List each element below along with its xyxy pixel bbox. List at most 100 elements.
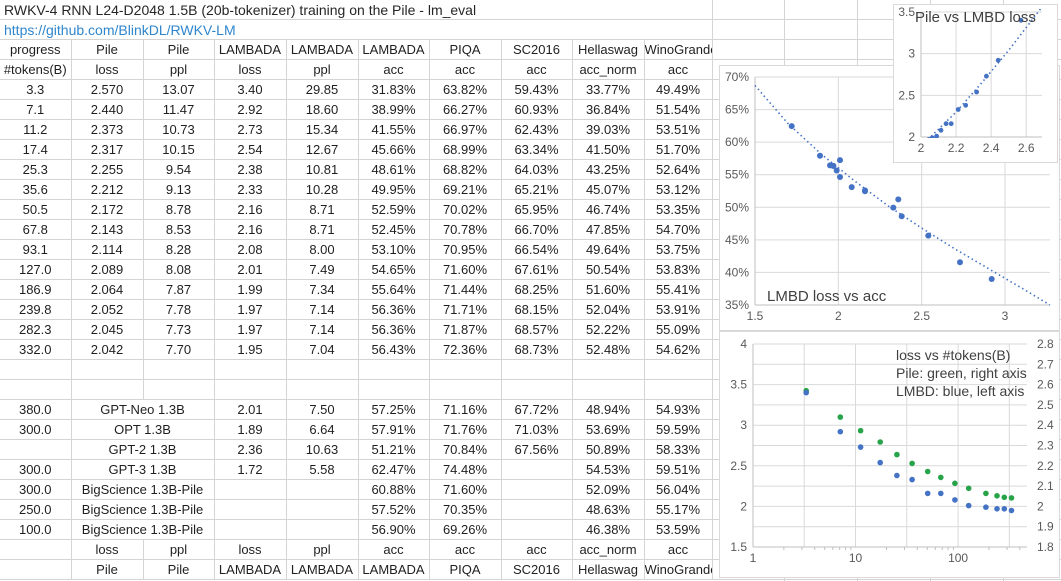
cell[interactable]: 8.78 — [143, 199, 215, 220]
cell[interactable]: 58.33% — [644, 439, 713, 460]
cell[interactable]: 8.28 — [143, 239, 215, 260]
cell[interactable]: acc — [429, 59, 502, 80]
cell[interactable]: 54.53% — [572, 459, 645, 480]
cell[interactable]: PIQA — [429, 559, 502, 580]
cell[interactable]: 70.78% — [429, 219, 502, 240]
cell[interactable]: LAMBADA — [214, 559, 287, 580]
cell[interactable]: acc — [358, 539, 430, 560]
cell[interactable]: OPT 1.3B — [71, 419, 215, 440]
cell[interactable]: 9.13 — [143, 179, 215, 200]
cell[interactable]: 51.70% — [644, 139, 713, 160]
cell[interactable]: 53.10% — [358, 239, 430, 260]
chart-pile-vs-lmbd-loss[interactable]: 2 2.2 2.4 2.6 2 2.5 3 3.5 Pile vs LMBD loss — [893, 4, 1058, 163]
cell[interactable]: 2.33 — [214, 179, 287, 200]
cell[interactable]: 56.04% — [644, 479, 713, 500]
cell[interactable]: acc_norm — [572, 59, 645, 80]
cell[interactable]: 51.54% — [644, 99, 713, 120]
cell[interactable] — [501, 459, 573, 480]
cell[interactable]: 2.317 — [71, 139, 144, 160]
cell[interactable]: 332.0 — [0, 339, 72, 360]
cell[interactable]: 68.73% — [501, 339, 573, 360]
cell[interactable]: 7.78 — [143, 299, 215, 320]
cell[interactable] — [214, 479, 287, 500]
cell[interactable]: 7.49 — [286, 259, 359, 280]
cell[interactable]: 67.8 — [0, 219, 72, 240]
cell[interactable]: 43.25% — [572, 159, 645, 180]
cell[interactable]: 48.94% — [572, 399, 645, 420]
cell[interactable]: GPT-3 1.3B — [71, 459, 215, 480]
cell[interactable]: 48.61% — [358, 159, 430, 180]
cell[interactable]: 29.85 — [286, 79, 359, 100]
cell[interactable] — [0, 439, 72, 460]
cell[interactable] — [286, 519, 359, 540]
cell[interactable]: 2.172 — [71, 199, 144, 220]
cell[interactable]: 10.28 — [286, 179, 359, 200]
cell[interactable]: 8.71 — [286, 199, 359, 220]
cell[interactable]: 60.88% — [358, 479, 430, 500]
cell[interactable]: 57.91% — [358, 419, 430, 440]
cell[interactable]: 71.87% — [429, 319, 502, 340]
cell[interactable]: 69.26% — [429, 519, 502, 540]
cell[interactable]: 54.70% — [644, 219, 713, 240]
cell[interactable]: 52.22% — [572, 319, 645, 340]
github-link[interactable]: https://github.com/BlinkDL/RWKV-LM — [4, 21, 236, 38]
cell[interactable]: 53.69% — [572, 419, 645, 440]
cell[interactable] — [501, 379, 573, 400]
cell[interactable] — [501, 519, 573, 540]
cell[interactable]: 65.95% — [501, 199, 573, 220]
cell[interactable]: BigScience 1.3B-Pile — [71, 499, 215, 520]
cell[interactable]: 67.72% — [501, 399, 573, 420]
cell[interactable]: 1.99 — [214, 279, 287, 300]
cell[interactable]: loss — [214, 539, 287, 560]
cell[interactable] — [214, 359, 287, 380]
cell[interactable] — [358, 379, 430, 400]
cell[interactable]: 7.73 — [143, 319, 215, 340]
cell[interactable]: 71.16% — [429, 399, 502, 420]
cell[interactable] — [71, 359, 144, 380]
cell[interactable]: acc — [644, 59, 713, 80]
cell[interactable]: 68.15% — [501, 299, 573, 320]
cell[interactable]: 56.36% — [358, 299, 430, 320]
cell[interactable] — [429, 379, 502, 400]
cell[interactable]: 1.89 — [214, 419, 287, 440]
cell[interactable]: 51.21% — [358, 439, 430, 460]
chart-loss-vs-tokens[interactable]: 1 10 100 1.5 2 2.5 3 3.5 4 1.8 1.9 2 2.1 2.2 2.3 2.4 2.5… — [719, 331, 1061, 581]
cell[interactable]: 1.97 — [214, 319, 287, 340]
cell[interactable]: 1.97 — [214, 299, 287, 320]
cell[interactable]: 63.34% — [501, 139, 573, 160]
cell[interactable]: 72.36% — [429, 339, 502, 360]
cell[interactable]: 57.25% — [358, 399, 430, 420]
cell[interactable]: 66.54% — [501, 239, 573, 260]
cell[interactable]: 67.56% — [501, 439, 573, 460]
cell[interactable]: 53.12% — [644, 179, 713, 200]
cell[interactable] — [358, 359, 430, 380]
cell[interactable]: 54.62% — [644, 339, 713, 360]
cell[interactable]: 53.59% — [644, 519, 713, 540]
cell[interactable]: 2.042 — [71, 339, 144, 360]
cell[interactable]: 2.143 — [71, 219, 144, 240]
cell[interactable]: 11.2 — [0, 119, 72, 140]
cell[interactable]: 71.03% — [501, 419, 573, 440]
cell[interactable]: 60.93% — [501, 99, 573, 120]
cell[interactable]: 2.114 — [71, 239, 144, 260]
cell[interactable]: 68.57% — [501, 319, 573, 340]
cell[interactable]: 2.01 — [214, 259, 287, 280]
cell[interactable]: 45.66% — [358, 139, 430, 160]
cell[interactable]: ppl — [286, 539, 359, 560]
cell[interactable]: 239.8 — [0, 299, 72, 320]
cell[interactable]: 50.54% — [572, 259, 645, 280]
cell[interactable]: Pile — [71, 559, 144, 580]
cell[interactable]: 25.3 — [0, 159, 72, 180]
cell[interactable] — [143, 379, 215, 400]
cell[interactable]: 56.90% — [358, 519, 430, 540]
cell[interactable]: 1.72 — [214, 459, 287, 480]
cell[interactable]: 52.48% — [572, 339, 645, 360]
cell[interactable]: 93.1 — [0, 239, 72, 260]
cell[interactable]: 41.55% — [358, 119, 430, 140]
cell[interactable]: 46.74% — [572, 199, 645, 220]
cell[interactable]: 8.00 — [286, 239, 359, 260]
cell[interactable]: 52.59% — [358, 199, 430, 220]
cell[interactable]: 71.44% — [429, 279, 502, 300]
cell[interactable]: 2.08 — [214, 239, 287, 260]
cell[interactable]: 300.0 — [0, 459, 72, 480]
